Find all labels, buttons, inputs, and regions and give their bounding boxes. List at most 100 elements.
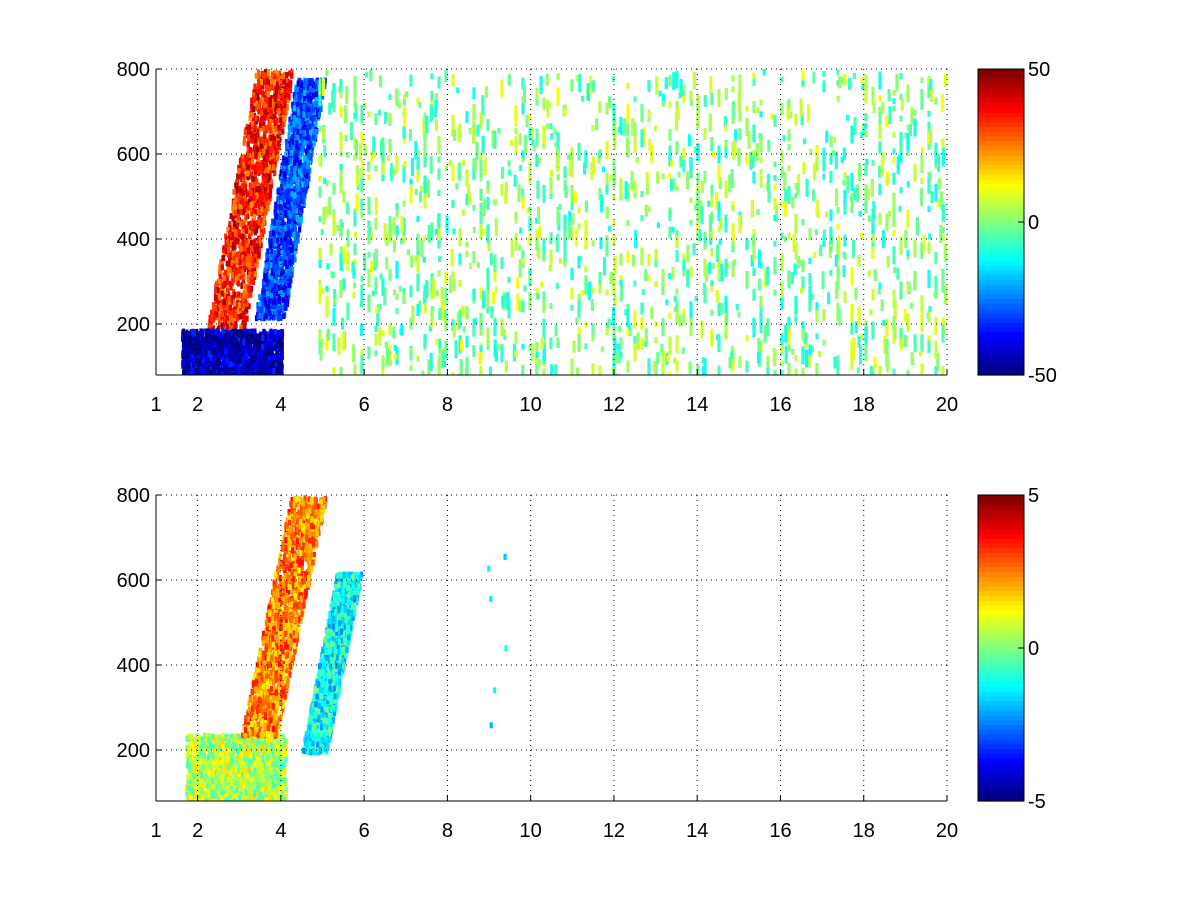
heatmap-cell <box>851 240 856 259</box>
heatmap-cell <box>238 267 242 274</box>
heatmap-cell <box>249 202 253 208</box>
heatmap-cell <box>229 309 233 316</box>
heatmap-cell <box>237 229 241 236</box>
heatmap-cell <box>274 257 278 264</box>
heatmap-cell <box>253 253 257 260</box>
heatmap-cell <box>215 304 219 311</box>
heatmap-cell <box>878 124 882 137</box>
heatmap-cell <box>217 311 221 318</box>
heatmap-cell <box>251 175 255 182</box>
heatmap-cell <box>226 270 230 277</box>
heatmap-cell <box>213 368 217 375</box>
heatmap-cell <box>363 144 367 156</box>
heatmap-cell <box>234 196 238 203</box>
heatmap-cell <box>301 181 305 188</box>
heatmap-cell <box>438 308 442 321</box>
heatmap-cell <box>612 194 616 201</box>
heatmap-cell <box>248 115 252 121</box>
heatmap-cell <box>297 137 301 144</box>
heatmap-cell <box>277 340 281 347</box>
heatmap-cell <box>272 140 276 147</box>
heatmap-cell <box>277 222 282 229</box>
heatmap-cell <box>285 263 289 270</box>
heatmap-cell <box>773 214 777 221</box>
heatmap-cell <box>290 191 294 197</box>
heatmap-cell <box>479 342 483 361</box>
heatmap-cell <box>244 205 248 212</box>
heatmap-cell <box>259 78 263 85</box>
heatmap-cell <box>306 162 310 169</box>
heatmap-cell <box>243 183 247 190</box>
heatmap-cell <box>303 89 307 96</box>
heatmap-cell <box>262 121 266 128</box>
heatmap-cell <box>232 199 236 206</box>
heatmap-cell <box>283 88 287 95</box>
heatmap-cell <box>249 277 253 284</box>
heatmap-cell <box>416 273 420 292</box>
heatmap-cell <box>201 371 205 375</box>
heatmap-cell <box>242 359 246 366</box>
heatmap-cell <box>243 354 247 360</box>
heatmap-cell <box>773 256 777 275</box>
heatmap-cell <box>276 359 280 366</box>
heatmap-cell <box>281 219 285 226</box>
heatmap-cell <box>238 273 242 280</box>
heatmap-cell <box>312 134 316 141</box>
heatmap-cell <box>893 326 897 339</box>
heatmap-cell <box>209 369 213 375</box>
heatmap-cell <box>206 364 210 371</box>
heatmap-cell <box>549 193 553 199</box>
heatmap-cell <box>233 291 237 298</box>
heatmap-cell <box>339 79 343 91</box>
heatmap-cell <box>290 229 294 236</box>
heatmap-cell <box>271 334 275 341</box>
heatmap-cell <box>241 190 245 197</box>
heatmap-cell <box>275 117 279 124</box>
heatmap-cell <box>428 325 432 332</box>
heatmap-cell <box>631 254 636 267</box>
heatmap-cell <box>283 277 287 284</box>
heatmap-cell <box>262 214 266 221</box>
heatmap-cell <box>251 217 255 224</box>
heatmap-cell <box>367 111 371 118</box>
heatmap-cell <box>305 172 309 179</box>
heatmap-cell <box>280 204 284 211</box>
heatmap-cell <box>266 114 270 121</box>
heatmap-cell <box>293 151 297 158</box>
heatmap-cell <box>312 123 316 130</box>
heatmap-cell <box>383 223 387 241</box>
heatmap-cell <box>281 304 285 311</box>
heatmap-cell <box>307 152 312 159</box>
heatmap-cell <box>284 83 288 89</box>
heatmap-cell <box>277 143 281 150</box>
heatmap-cell <box>240 305 244 312</box>
heatmap-cell <box>287 176 291 183</box>
heatmap-cell <box>352 291 356 298</box>
heatmap-cell <box>270 286 274 293</box>
heatmap-cell <box>213 314 217 321</box>
heatmap-cell <box>282 239 286 246</box>
heatmap-cell <box>265 84 269 91</box>
heatmap-cell <box>245 241 249 248</box>
heatmap-cell <box>825 211 829 218</box>
heatmap-cell <box>270 275 274 282</box>
heatmap-cell <box>563 261 567 268</box>
heatmap-cell <box>227 243 231 250</box>
heatmap-cell <box>500 184 504 196</box>
heatmap-cell <box>307 111 311 118</box>
heatmap-cell <box>293 256 297 263</box>
heatmap-cell <box>247 204 251 211</box>
heatmap-cell <box>215 358 219 364</box>
heatmap-cell <box>287 87 292 94</box>
heatmap-cell <box>472 345 476 358</box>
heatmap-cell <box>308 129 312 136</box>
heatmap-cell <box>279 297 284 304</box>
heatmap-cell <box>278 293 282 300</box>
heatmap-cell <box>937 153 941 172</box>
heatmap-cell <box>256 94 260 101</box>
heatmap-cell <box>814 229 818 236</box>
heatmap-cell <box>255 243 259 250</box>
heatmap-cell <box>277 353 281 360</box>
heatmap-cell <box>246 242 251 249</box>
